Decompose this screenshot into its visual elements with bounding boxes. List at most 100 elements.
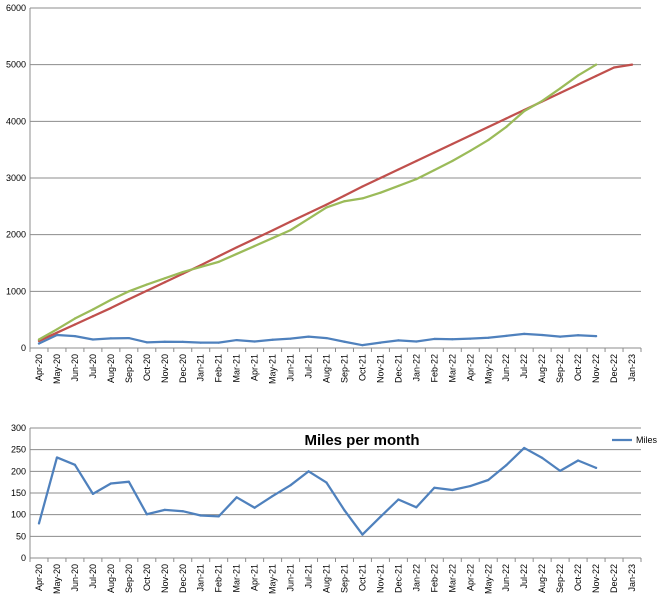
data-point <box>217 255 220 258</box>
data-point <box>415 159 418 163</box>
data-point <box>594 335 598 338</box>
data-point <box>415 506 418 509</box>
x-tick-label: Feb-22 <box>429 354 439 383</box>
data-point <box>235 246 238 249</box>
data-point <box>577 74 580 77</box>
x-tick-label: Apr-20 <box>34 354 44 381</box>
data-point <box>397 498 400 501</box>
data-point <box>379 191 382 194</box>
y-tick-label: 3000 <box>6 173 26 183</box>
x-tick-label: Jun-20 <box>70 354 80 382</box>
data-point <box>523 446 526 450</box>
data-point <box>451 142 454 146</box>
x-tick-label: Aug-20 <box>106 564 116 593</box>
data-point <box>91 308 94 311</box>
data-point <box>523 110 526 113</box>
data-point <box>55 333 59 337</box>
data-point <box>451 338 454 341</box>
x-tick-label: Mar-21 <box>232 354 242 383</box>
x-tick-label: Aug-22 <box>537 564 547 593</box>
data-point <box>37 338 41 341</box>
x-tick-label: Jan-22 <box>411 564 421 592</box>
data-point <box>37 522 41 525</box>
x-tick-label: Jun-22 <box>501 564 511 592</box>
x-tick-label: Nov-21 <box>375 354 385 383</box>
y-tick-label: 4000 <box>6 116 26 126</box>
data-point <box>163 277 166 280</box>
x-tick-label: Jul-21 <box>304 564 314 589</box>
y-tick-label: 200 <box>11 466 26 476</box>
data-point <box>217 341 220 344</box>
x-tick-label: Feb-21 <box>214 354 224 383</box>
data-point <box>307 212 310 215</box>
data-point <box>505 334 508 337</box>
data-point <box>559 469 562 472</box>
y-tick-label: 6000 <box>6 3 26 13</box>
data-point <box>343 509 346 512</box>
x-tick-label: Dec-21 <box>393 354 403 383</box>
data-point <box>541 456 544 459</box>
data-point <box>469 134 472 137</box>
x-tick-label: Dec-20 <box>178 354 188 383</box>
data-point <box>415 178 418 181</box>
data-point <box>163 281 166 284</box>
x-tick-label: Apr-21 <box>250 564 260 591</box>
data-point <box>594 466 598 469</box>
data-point <box>73 463 77 466</box>
x-tick-label: May-20 <box>52 354 62 384</box>
x-tick-label: Apr-22 <box>465 354 475 381</box>
data-point <box>594 74 598 78</box>
y-tick-label: 0 <box>21 343 26 353</box>
data-point <box>487 125 490 129</box>
data-point <box>415 340 418 343</box>
data-point <box>37 342 41 345</box>
data-point <box>577 459 580 462</box>
data-point <box>505 117 508 120</box>
data-point <box>451 159 454 163</box>
data-point <box>307 470 310 473</box>
y-tick-label: 2000 <box>6 230 26 240</box>
data-point <box>343 200 346 203</box>
data-point <box>217 515 220 518</box>
data-point <box>289 484 292 487</box>
y-tick-label: 5000 <box>6 60 26 70</box>
x-tick-label: Sep-21 <box>339 354 349 383</box>
x-tick-label: Oct-22 <box>573 354 583 381</box>
x-tick-label: Apr-22 <box>465 564 475 591</box>
data-point <box>271 494 274 498</box>
data-point <box>505 125 508 129</box>
x-tick-label: Sep-20 <box>124 354 134 383</box>
data-point <box>235 252 238 256</box>
data-point <box>289 337 292 340</box>
y-tick-label: 250 <box>11 445 26 455</box>
y-tick-label: 300 <box>11 423 26 433</box>
x-tick-label: Oct-21 <box>357 564 367 591</box>
x-tick-label: Feb-22 <box>429 564 439 593</box>
data-point <box>127 336 130 340</box>
data-point <box>163 508 166 511</box>
data-point <box>145 289 148 292</box>
x-tick-label: Jun-20 <box>70 564 80 592</box>
data-point <box>181 510 184 513</box>
data-point <box>109 482 112 485</box>
x-tick-label: Oct-20 <box>142 354 152 381</box>
data-point <box>397 168 400 171</box>
x-tick-label: May-20 <box>52 564 62 594</box>
data-point <box>505 464 508 467</box>
data-point <box>163 340 166 343</box>
series-line-1 <box>37 446 598 536</box>
data-point <box>487 478 490 482</box>
data-point <box>271 229 274 232</box>
data-point <box>361 197 364 200</box>
data-point <box>433 168 436 172</box>
data-point <box>109 298 112 301</box>
data-point <box>55 331 59 334</box>
data-point <box>253 237 256 241</box>
data-point <box>253 244 256 248</box>
data-point <box>361 344 364 347</box>
x-tick-label: Sep-22 <box>555 354 565 383</box>
data-point <box>577 334 580 337</box>
series-line-1 <box>37 332 598 347</box>
data-point <box>325 203 328 206</box>
data-point <box>217 260 220 263</box>
